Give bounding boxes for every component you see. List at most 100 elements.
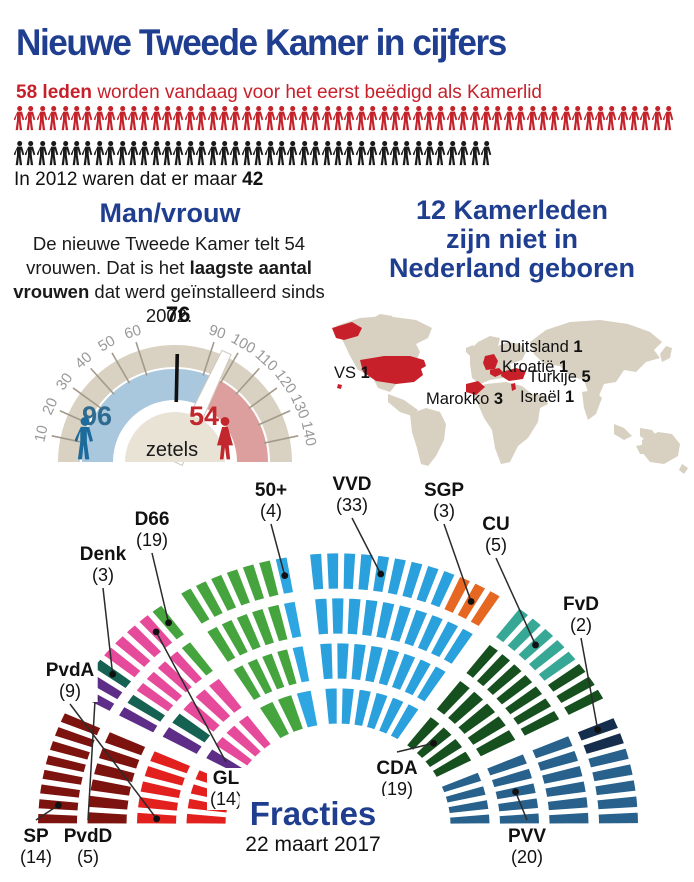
party-seat-count: (14) (19, 847, 53, 867)
person-icon (162, 139, 173, 167)
seat-PvdD (116, 704, 161, 736)
pointer-line-CDA (396, 742, 434, 753)
person-icon (105, 139, 116, 167)
person-icon (219, 104, 230, 132)
gauge-outer-band (58, 345, 292, 462)
party-label-FvD: FvD (2) (560, 594, 602, 636)
seat-GL (133, 680, 177, 715)
pointer-dot-PVV (512, 788, 519, 796)
seat-VVD (387, 602, 414, 645)
seat-CDA (404, 714, 443, 753)
seat-PVV (539, 763, 586, 787)
seat-VVD (341, 551, 358, 592)
person-icon (470, 104, 481, 132)
pictogram-row-2012-members (14, 139, 492, 169)
landmass-australia (642, 432, 680, 464)
seat-VVD (413, 563, 442, 605)
seat-SGP (441, 574, 473, 616)
gauge-tick (72, 387, 102, 410)
pointer-dot-PvdA (153, 815, 161, 823)
seat-VVD (359, 597, 381, 639)
person-icon (219, 139, 230, 167)
person-icon (299, 139, 310, 167)
seat-VVD (385, 555, 409, 598)
seat-GL (192, 686, 234, 725)
seat-PVV (439, 770, 484, 795)
map-label-marokko: Marokko 3 (426, 390, 503, 408)
seat-50+ (290, 643, 312, 685)
seat-PVV (592, 777, 638, 798)
gauge-tick (111, 352, 131, 384)
seat-SP (85, 809, 130, 826)
seat-CDA (553, 673, 598, 706)
fracties-block: Fracties 22 maart 2017 (239, 795, 387, 858)
seat-CDA (422, 736, 465, 770)
intro-bold: 58 leden (16, 82, 93, 103)
person-icon (196, 104, 207, 132)
seat-VVD (399, 559, 426, 601)
map-label-kroatie: Kroatië 1 (502, 358, 568, 376)
seat-VVD (334, 641, 352, 682)
person-icon (367, 104, 378, 132)
seat-D66 (240, 561, 267, 604)
seat-D66 (259, 650, 288, 693)
seat-D66 (244, 656, 276, 697)
person-icon (458, 139, 469, 167)
person-icon (105, 104, 116, 132)
person-icon (139, 104, 150, 132)
pointer-line-PVV (514, 791, 528, 821)
person-icon (379, 139, 390, 167)
seat-VVD (312, 596, 331, 637)
gauge-tick-label: 110 (252, 346, 281, 375)
seat-D66 (249, 606, 277, 648)
person-icon (208, 104, 219, 132)
seat-CDA (545, 661, 589, 695)
person-icon (504, 104, 515, 132)
seat-CDA (474, 651, 513, 689)
seat-GL (235, 712, 274, 752)
seat-VVD (364, 690, 391, 732)
seat-PvdD (159, 724, 205, 757)
party-seat-count: (3) (92, 565, 114, 585)
person-icon (401, 139, 412, 167)
seat-SP (58, 710, 103, 738)
gauge-tick (248, 387, 278, 410)
seat-VVD (441, 626, 476, 667)
person-icon (413, 139, 424, 167)
person-icon (287, 139, 298, 167)
person-icon (37, 104, 48, 132)
person-icon (208, 139, 219, 167)
landmass-north-america (336, 316, 432, 392)
person-icon (230, 104, 241, 132)
seat-VVD (322, 686, 340, 727)
seat-PVV (596, 810, 641, 826)
party-label-PvdA: PvdA (9) (42, 660, 98, 702)
seat-GL (223, 722, 264, 760)
person-icon (71, 104, 82, 132)
seat-D66 (218, 617, 251, 659)
party-seat-count: (5) (484, 535, 507, 555)
person-icon (652, 104, 663, 132)
party-seat-count: (14) (209, 789, 243, 809)
pointer-dot-50+ (281, 572, 289, 580)
abroad-heading-line3: Nederland geboren (388, 253, 636, 283)
party-seat-count: (9) (58, 681, 81, 701)
person-icon (82, 139, 93, 167)
party-label-PvdD: PvdD (5) (60, 826, 116, 868)
abroad-heading: 12 Kamerleden zijn niet in Nederland geb… (330, 196, 694, 283)
gauge-unit-label: zetels (146, 439, 198, 461)
seat-SP (39, 767, 86, 788)
fracties-heading: Fracties (249, 795, 377, 832)
pointer-dot-Denk (109, 670, 117, 678)
person-icon (242, 139, 253, 167)
man-vrouw-text: De nieuwe Tweede Kamer telt 54 vrouwen. … (13, 233, 325, 326)
seat-CDA (493, 672, 536, 708)
seat-GL (143, 669, 186, 705)
party-seat-count: (2) (570, 615, 592, 635)
seat-VVD (388, 701, 422, 742)
person-icon (390, 104, 401, 132)
seat-GL (112, 633, 154, 670)
gauge-tick (235, 367, 260, 395)
country-turkije-shape (501, 368, 526, 381)
